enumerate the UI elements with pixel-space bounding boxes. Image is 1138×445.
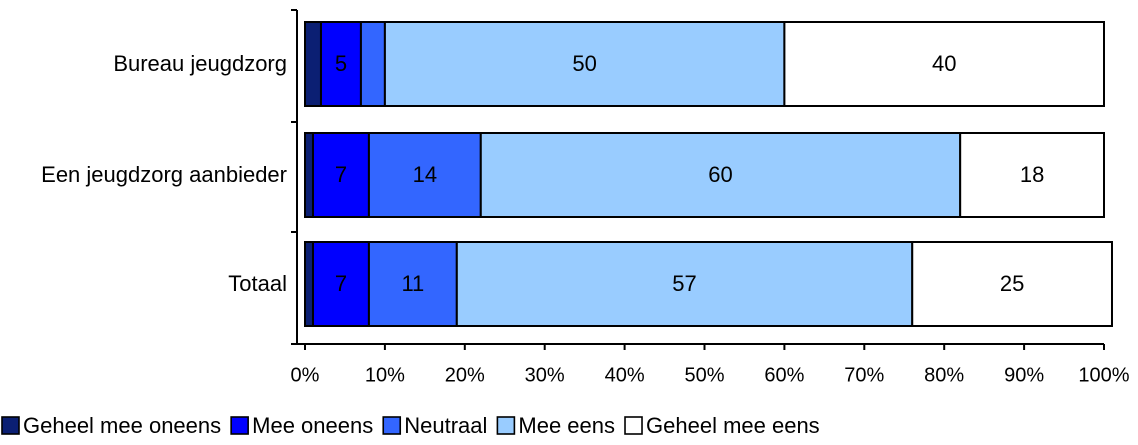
x-tick-label: 90% [1004, 364, 1044, 386]
x-tick-label: 100% [1078, 364, 1129, 386]
data-label: 50 [572, 51, 596, 76]
data-label: 5 [335, 51, 347, 76]
bar-segment [911, 241, 1113, 327]
x-tick-label: 40% [605, 364, 645, 386]
category-label: Totaal [228, 271, 287, 296]
x-tick-label: 70% [844, 364, 884, 386]
data-label: 14 [413, 162, 437, 187]
bar-segment [311, 241, 370, 327]
x-tick-label: 60% [764, 364, 804, 386]
x-tick-label: 50% [684, 364, 724, 386]
bar-segment [304, 21, 322, 107]
legend: Geheel mee oneens Mee oneens Neutraal Mee e… [1, 413, 820, 438]
legend-swatch [496, 416, 516, 435]
x-tick-label: 30% [525, 364, 565, 386]
legend-swatch [624, 416, 643, 435]
legend-label: Mee eens [518, 413, 615, 438]
bar-segment [383, 21, 786, 107]
legend-swatch [382, 416, 402, 435]
bar-segment [367, 241, 458, 327]
bar-segment [783, 21, 1106, 107]
data-label: 40 [932, 51, 956, 76]
bar-segment [367, 132, 482, 218]
bar-segment [359, 21, 386, 107]
x-tick-label: 10% [365, 364, 405, 386]
data-label: 7 [335, 271, 347, 296]
legend-label: Neutraal [404, 413, 487, 438]
data-label: 7 [335, 162, 347, 187]
data-label: 57 [672, 271, 696, 296]
x-tick-label: 80% [924, 364, 964, 386]
bar-segment [304, 132, 314, 218]
bar-segment [959, 132, 1105, 218]
legend-swatch [230, 416, 249, 435]
data-label: 60 [708, 162, 732, 187]
legend-label: Geheel mee oneens [23, 413, 221, 438]
axes: Bureau jeugdzorg Een jeugdzorg aanbieder T… [41, 9, 1130, 386]
data-label: 25 [1000, 271, 1024, 296]
x-tick-label: 0% [291, 364, 320, 386]
bars-layer: 5 50 40 7 14 60 18 7 11 57 25 [304, 21, 1113, 327]
data-label: 18 [1020, 162, 1044, 187]
x-tick-label: 20% [445, 364, 485, 386]
category-label: Een jeugdzorg aanbieder [41, 162, 287, 187]
bar-segment [319, 21, 362, 107]
legend-label: Geheel mee eens [646, 413, 820, 438]
legend-swatch [1, 416, 20, 435]
bar-segment [304, 241, 314, 327]
bar-segment [455, 241, 914, 327]
bar-segment [479, 132, 962, 218]
category-label: Bureau jeugdzorg [113, 51, 287, 76]
legend-label: Mee oneens [252, 413, 373, 438]
data-label: 11 [401, 271, 424, 296]
